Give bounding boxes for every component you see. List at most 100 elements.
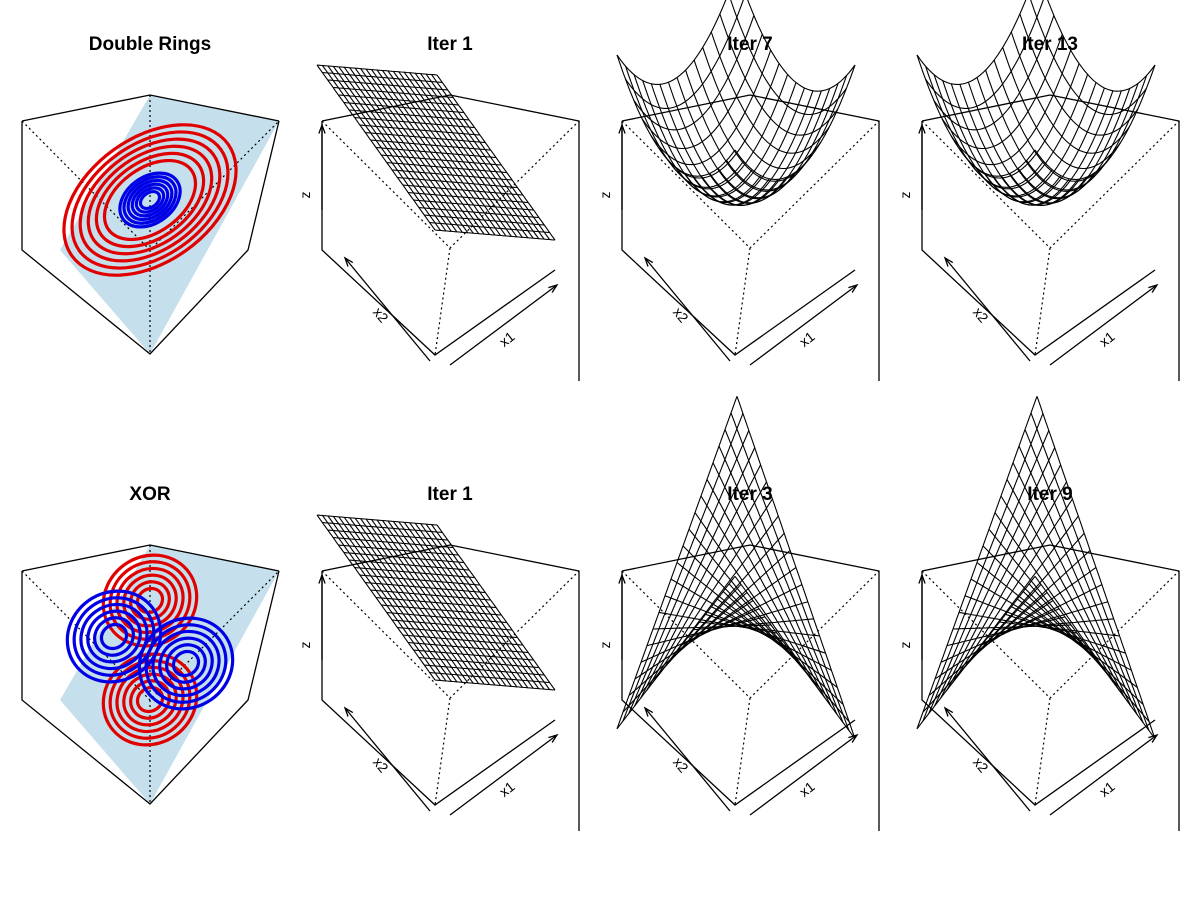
x1-axis-arrow (749, 734, 858, 816)
mesh-line (682, 545, 802, 666)
mesh-line (1024, 429, 1144, 723)
contour-ring (72, 596, 156, 677)
mesh-line (700, 495, 820, 691)
contour-ring (70, 130, 230, 270)
mesh-line (730, 0, 847, 116)
box-edge (21, 120, 280, 355)
mesh-line (1012, 462, 1132, 707)
mesh-line (333, 536, 454, 549)
mesh-line (940, 464, 1062, 699)
x2-axis-label: x2 (670, 304, 692, 326)
contour-ring (78, 137, 222, 263)
contour-ring (102, 158, 198, 242)
contour-ring (144, 623, 228, 704)
mesh-line (924, 0, 1044, 109)
panel-title: Iter 3 (727, 484, 772, 505)
mesh-line (338, 544, 459, 556)
mesh-line (354, 566, 475, 579)
mesh-line (693, 59, 813, 182)
x1-axis-arrow-head (848, 283, 859, 293)
mesh-line (316, 64, 438, 76)
contour-ring (99, 622, 129, 651)
x2-axis-arrow (944, 257, 1031, 362)
contour-ring (130, 182, 170, 218)
contour-ring (93, 616, 135, 657)
x2-axis-arrow (944, 707, 1031, 812)
panel-7: Iter 3 z x1 x2 (597, 396, 880, 831)
contour-ring (126, 178, 174, 222)
surface-mesh (616, 0, 856, 207)
mesh-line (370, 589, 491, 601)
mesh-line (922, 413, 1044, 722)
box-edge (921, 544, 1180, 831)
x1-axis-arrow-head (548, 733, 559, 743)
mesh-line (409, 72, 529, 239)
mesh-line (694, 512, 814, 683)
panel-8: Iter 9 z x1 x2 (897, 396, 1180, 831)
surface-mesh (316, 64, 556, 241)
mesh-line (747, 0, 856, 92)
mesh-line (414, 522, 534, 689)
mesh-line (985, 69, 1105, 192)
mesh-line (425, 523, 545, 690)
contour-ring (158, 636, 214, 691)
mesh-line (951, 498, 1073, 684)
panel-title: XOR (129, 484, 170, 505)
x2-axis-arrow-head (343, 256, 354, 267)
panel-title: Double Rings (89, 34, 211, 55)
mesh-line (657, 515, 779, 676)
contour-ring (122, 672, 178, 727)
panel-2: Iter 1 z x1 x2 (297, 34, 580, 381)
mesh-line (702, 47, 822, 170)
mesh-line (322, 521, 443, 534)
box-edge (321, 94, 580, 381)
contour-ring (129, 580, 171, 621)
x1-axis-arrow (449, 734, 558, 816)
x1-axis-label: x1 (796, 328, 818, 350)
mesh-line (946, 481, 1067, 691)
mesh-line (622, 413, 744, 722)
contour-ring (118, 171, 182, 229)
x1-axis-label: x1 (796, 778, 818, 800)
mesh-line (950, 50, 1072, 166)
mesh-line (436, 74, 556, 241)
mesh-line (1002, 47, 1122, 170)
surface-mesh (616, 396, 856, 740)
mesh-line (718, 445, 838, 715)
mesh-line (967, 74, 1089, 190)
mesh-line (916, 54, 1036, 177)
contour-ring (137, 616, 235, 711)
mesh-line (993, 59, 1113, 182)
mesh-line (382, 520, 501, 686)
contour-ring (86, 609, 142, 664)
mesh-line (1030, 412, 1150, 731)
x2-axis-label: x2 (970, 304, 992, 326)
contour-ring (122, 573, 178, 628)
contour-ring (135, 685, 165, 714)
mesh-line (375, 596, 497, 609)
panel-4: Iter 13 z x1 x2 (897, 0, 1180, 381)
x1-axis-arrow (1049, 284, 1158, 366)
mesh-line (982, 545, 1102, 666)
mesh-line (640, 464, 762, 699)
x2-axis-arrow-head (643, 706, 654, 717)
mesh-line (431, 74, 550, 240)
mesh-line (669, 549, 791, 661)
box-edge (621, 544, 880, 831)
mesh-line (387, 70, 507, 237)
mesh-line (685, 69, 805, 192)
mesh-line (730, 412, 850, 731)
mesh-line (675, 82, 797, 198)
mesh-line (663, 532, 785, 669)
mesh-line (1000, 495, 1120, 691)
mesh-line (706, 479, 826, 699)
mesh-line (616, 396, 738, 729)
panel-title: Iter 1 (427, 484, 473, 505)
x2-axis-arrow-head (943, 706, 954, 717)
contour-ring (101, 553, 199, 648)
mesh-line (710, 31, 830, 154)
panel-3: Iter 7 z x1 x2 (597, 0, 880, 381)
x1-axis-label: x1 (1096, 328, 1118, 350)
mesh-line (719, 13, 839, 136)
